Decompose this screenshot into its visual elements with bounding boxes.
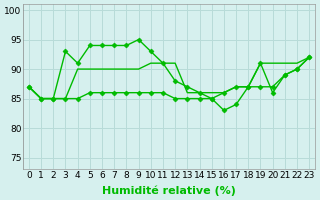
X-axis label: Humidité relative (%): Humidité relative (%) — [102, 185, 236, 196]
